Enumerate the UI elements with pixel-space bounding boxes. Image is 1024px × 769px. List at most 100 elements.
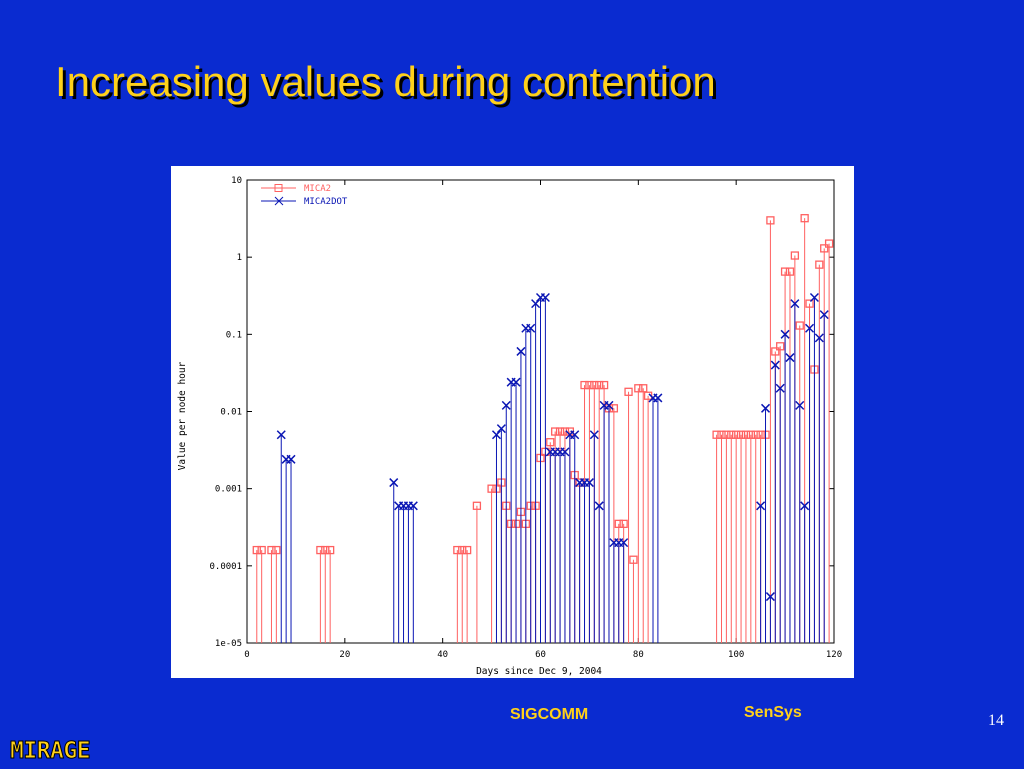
mica2dot-point xyxy=(540,292,550,303)
mica2-point xyxy=(487,484,496,493)
mirage-logo-mark: MIRAGE xyxy=(10,738,92,765)
mica2-point xyxy=(555,427,565,436)
mica2dot-series xyxy=(276,292,829,643)
mica2-point xyxy=(590,380,599,390)
mica2-point xyxy=(551,427,560,436)
mica2dot-point xyxy=(560,447,570,457)
mica2dot-point xyxy=(800,501,810,511)
mica2-point xyxy=(585,380,594,390)
mica2dot-point xyxy=(814,333,824,343)
mica2dot-point xyxy=(775,383,785,393)
mica2-point xyxy=(751,430,760,439)
mica2-point xyxy=(629,555,638,564)
mica2-point xyxy=(805,299,814,308)
mica2dot-point xyxy=(765,592,775,602)
mica2-point xyxy=(722,430,731,439)
mica2-point xyxy=(717,430,726,439)
mica2dot-point xyxy=(770,360,780,370)
mica2dot-point xyxy=(805,323,815,333)
mica2dot-point xyxy=(570,430,580,440)
mica2-point xyxy=(712,430,721,439)
y-tick-label: 10 xyxy=(231,176,242,186)
mica2dot-point xyxy=(491,430,502,440)
mica2-point xyxy=(736,430,746,439)
x-axis-label: Days since Dec 9, 2004 xyxy=(476,666,602,677)
mica2dot-point xyxy=(785,353,795,363)
slide-title: Increasing values during contention xyxy=(55,58,716,105)
mica2dot-point xyxy=(408,501,418,511)
mica2-point xyxy=(746,430,755,439)
mica2-point xyxy=(771,347,780,356)
mica2-point xyxy=(462,545,472,555)
mica2-point xyxy=(560,427,570,436)
x-axis-ticks: 0 20 40 60 80 100 120 xyxy=(244,180,842,660)
mica2dot-point xyxy=(496,424,506,434)
mirage-logo: MIRAGE xyxy=(8,738,148,769)
sigcomm-annotation: SIGCOMM xyxy=(510,706,589,723)
x-tick-label: 100 xyxy=(728,650,744,660)
mica2dot-point xyxy=(286,454,296,464)
mica2-point xyxy=(766,216,775,225)
mica2dot-point xyxy=(526,323,536,333)
mica2dot-point xyxy=(516,346,526,356)
mica2-point xyxy=(321,545,330,555)
mica2-point xyxy=(267,545,276,555)
svg-text:MIRAGE: MIRAGE xyxy=(10,738,90,764)
mica2dot-point xyxy=(653,393,663,403)
mica2-point xyxy=(458,545,467,555)
x-tick-label: 20 xyxy=(339,650,350,660)
mica2-point xyxy=(624,387,633,396)
mica2dot-point xyxy=(780,329,790,339)
y-tick-label: 0.1 xyxy=(226,330,242,340)
mica2dot-point xyxy=(589,430,599,440)
mica2dot-point xyxy=(584,478,594,488)
mica2-series xyxy=(252,214,834,643)
mica2-point xyxy=(815,260,824,269)
mica2-point xyxy=(316,545,325,555)
x-tick-label: 80 xyxy=(633,650,644,660)
mica2-point xyxy=(824,239,834,248)
y-tick-label: 1 xyxy=(237,253,242,263)
mica2-point xyxy=(272,545,281,555)
mica2dot-point xyxy=(389,478,399,488)
x-tick-label: 120 xyxy=(826,650,842,660)
mica2-point xyxy=(580,380,589,390)
mica2dot-point xyxy=(756,501,766,511)
mica2-point xyxy=(326,545,335,555)
mica2-point xyxy=(776,342,785,351)
chart-panel: 1e-05 0.0001 0.001 0.01 0.1 1 10 0 20 40 60 80 100 1… xyxy=(171,166,854,678)
mica2-point xyxy=(741,430,751,439)
mica2-point xyxy=(639,384,648,393)
mica2dot-point xyxy=(594,501,604,511)
legend-mica2dot-label: MICA2DOT xyxy=(304,197,348,207)
mica2dot-point xyxy=(276,430,286,440)
mica2dot-point xyxy=(531,299,541,309)
mica2-point xyxy=(472,501,482,510)
mica2dot-point xyxy=(604,400,614,410)
mica2-point xyxy=(756,430,765,439)
mica2dot-point xyxy=(619,538,629,548)
sensys-annotation: SenSys xyxy=(744,704,802,721)
mica2-point xyxy=(599,380,609,390)
y-tick-label: 1e-05 xyxy=(215,639,242,649)
mica2-point xyxy=(609,404,619,413)
mica2dot-point xyxy=(760,403,771,413)
mica2-point xyxy=(780,267,790,276)
mica2-point xyxy=(546,438,555,447)
mica2-point xyxy=(257,545,266,555)
x-tick-label: 40 xyxy=(437,650,448,660)
legend-mica2dot-marker xyxy=(274,196,284,206)
mica2dot-point xyxy=(809,292,819,303)
mica2dot-point xyxy=(501,400,511,410)
mica2-point xyxy=(252,545,261,555)
mica2-point xyxy=(619,519,628,528)
y-axis-label: Value per node hour xyxy=(177,361,188,470)
y-tick-label: 0.001 xyxy=(215,485,242,495)
mica2-point xyxy=(614,519,623,528)
mica2dot-point xyxy=(795,400,805,410)
mica2dot-point xyxy=(511,377,521,387)
mica2-point xyxy=(634,384,643,393)
mica2-point xyxy=(453,545,462,555)
x-tick-label: 0 xyxy=(244,650,249,660)
